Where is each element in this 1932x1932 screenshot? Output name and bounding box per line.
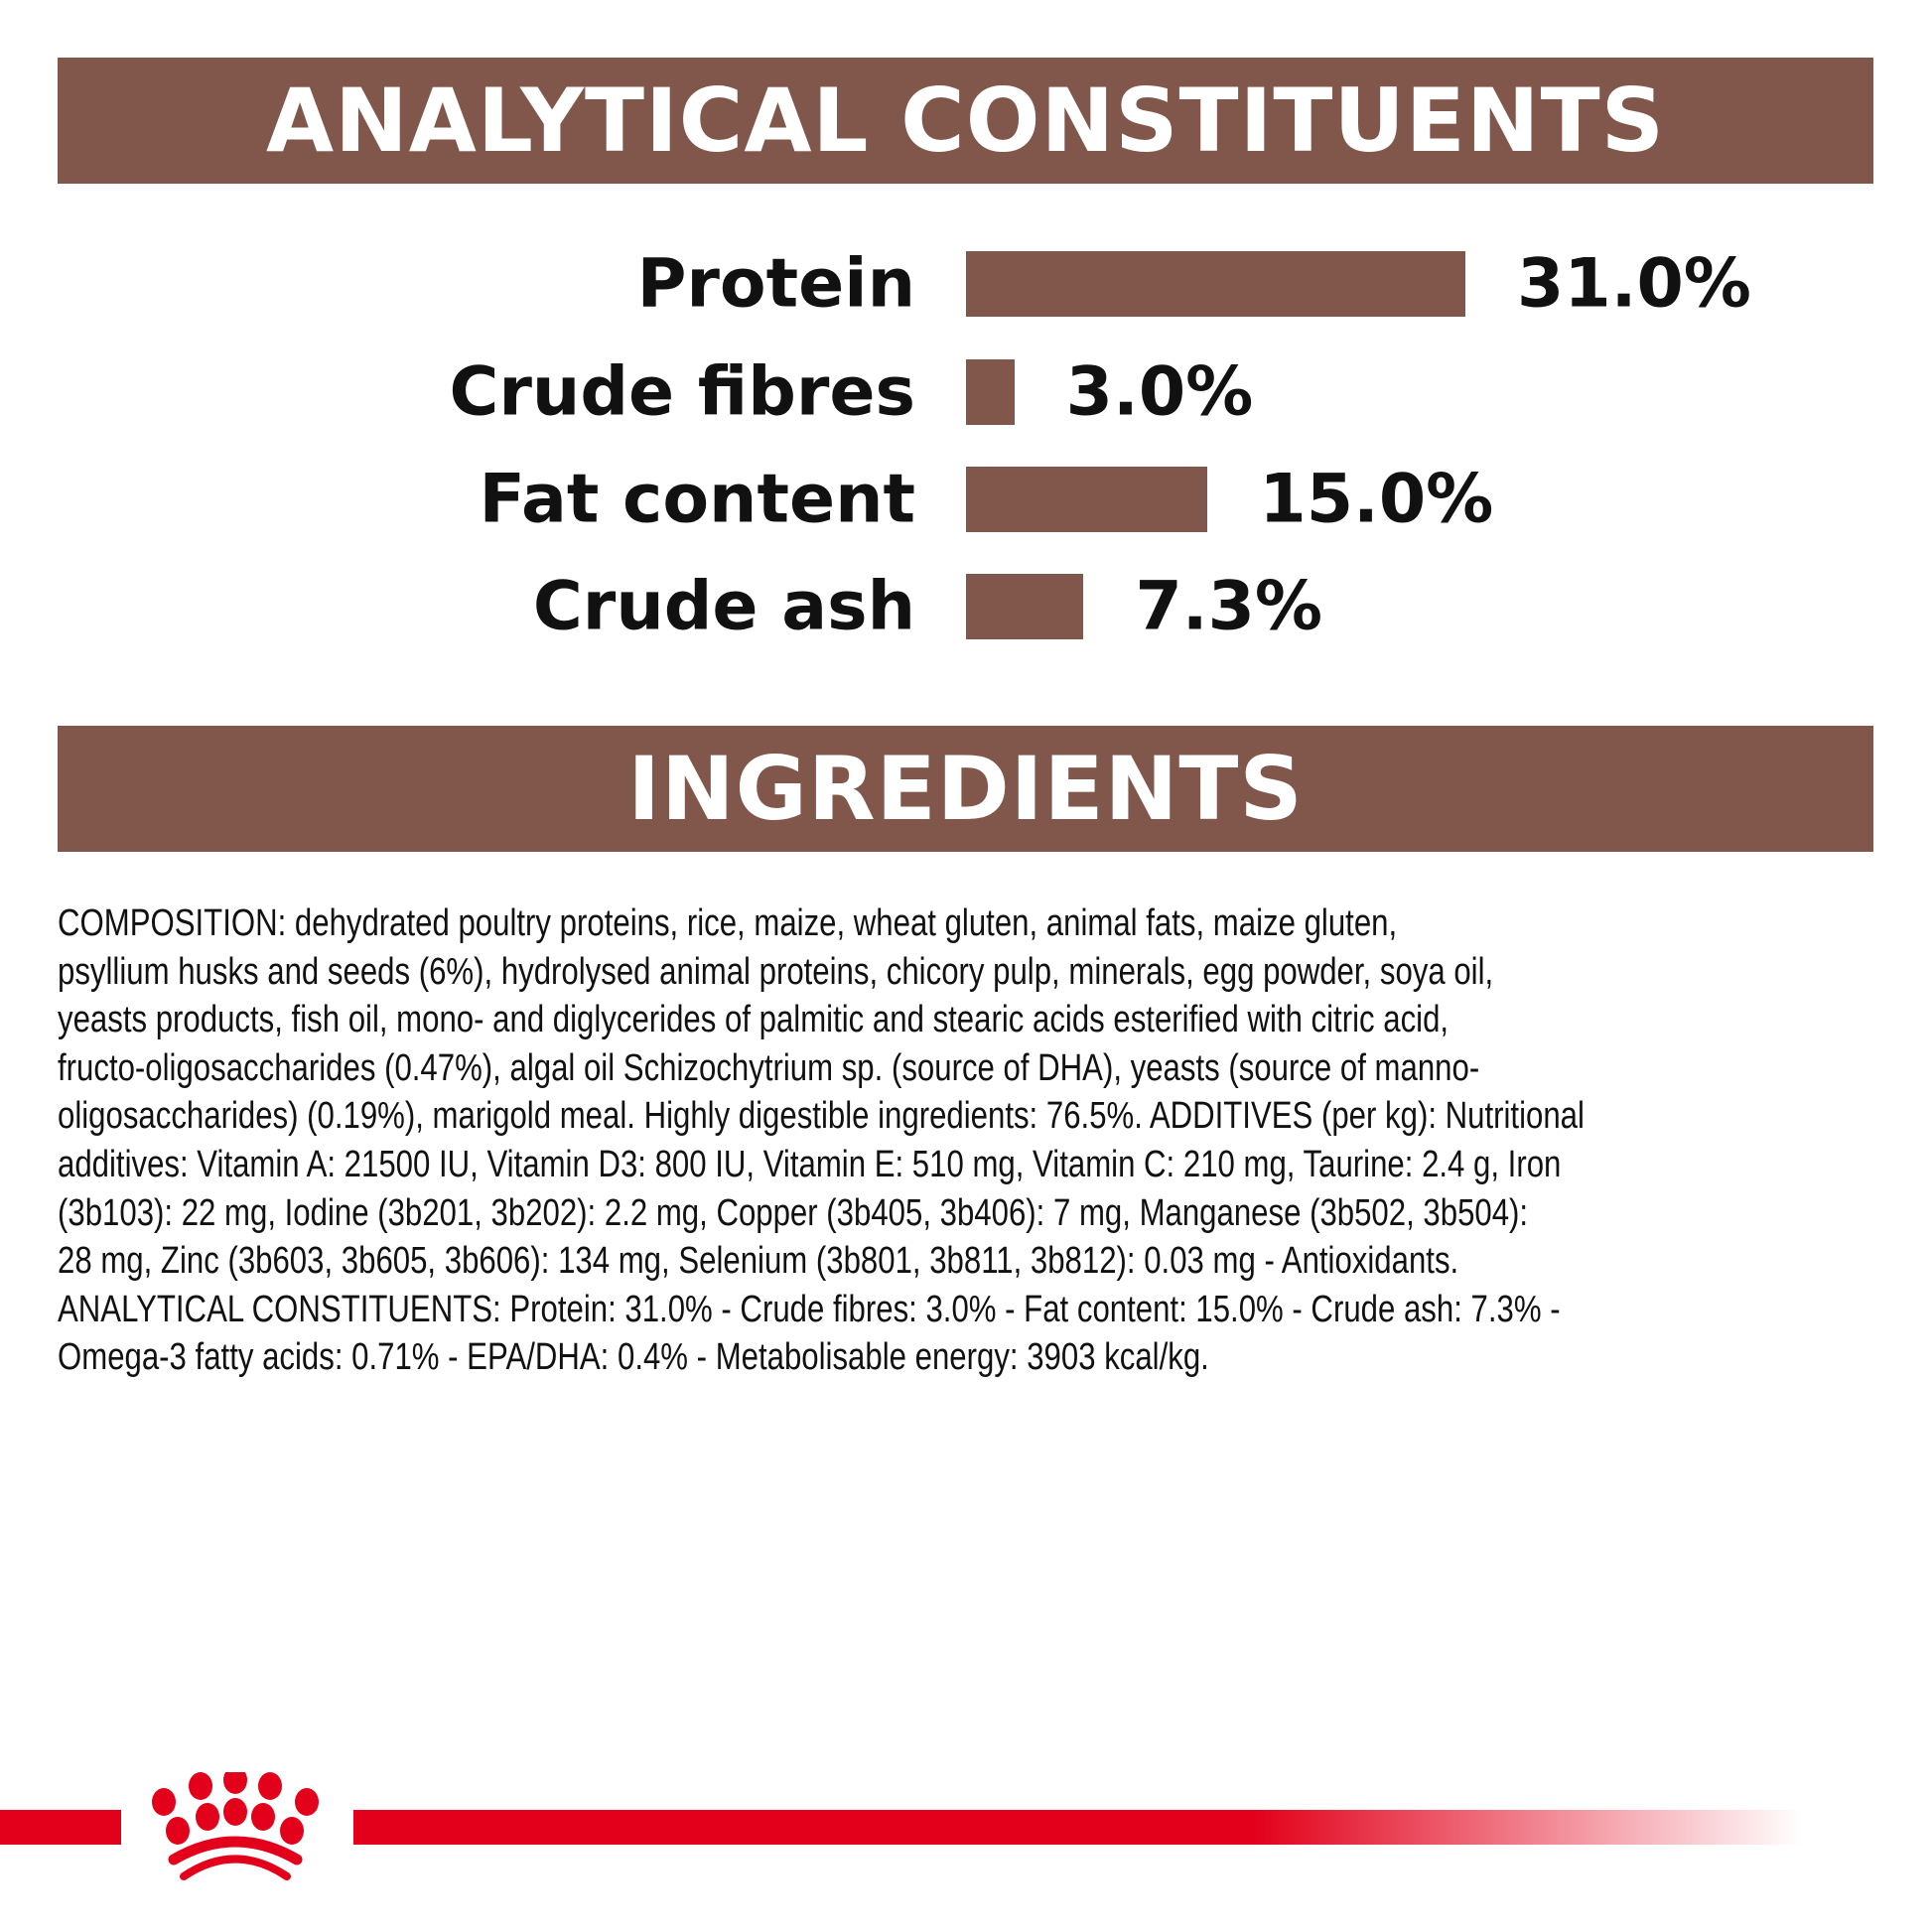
constituent-bar (966, 359, 1015, 425)
constituent-row: Fat content 15.0% (0, 461, 1932, 539)
ingredients-text: COMPOSITION: dehydrated poultry proteins… (58, 899, 1920, 1382)
ingredients-line: COMPOSITION: dehydrated poultry proteins… (58, 902, 1398, 944)
constituent-label: Fat content (479, 460, 915, 539)
ingredients-line: Omega-3 fatty acids: 0.71% - EPA/DHA: 0.… (58, 1336, 1209, 1379)
brand-stripe-right (353, 1810, 1803, 1845)
ingredients-line: yeasts products, fish oil, mono- and dig… (58, 999, 1449, 1041)
constituent-label: Crude ash (532, 567, 915, 646)
ingredients-line: 28 mg, Zinc (3b603, 3b605, 3b606): 134 m… (58, 1240, 1459, 1283)
constituent-value: 15.0% (1259, 460, 1494, 539)
ingredients-title: INGREDIENTS (627, 738, 1304, 840)
constituent-value: 31.0% (1517, 244, 1751, 324)
ingredients-line: ANALYTICAL CONSTITUENTS: Protein: 31.0% … (58, 1288, 1561, 1330)
constituent-row: Crude fibres 3.0% (0, 353, 1932, 432)
analytical-title: ANALYTICAL CONSTITUENTS (266, 69, 1665, 172)
constituent-label: Crude fibres (449, 352, 915, 432)
ingredients-line: additives: Vitamin A: 21500 IU, Vitamin … (58, 1143, 1562, 1185)
ingredients-line: psyllium husks and seeds (6%), hydrolyse… (58, 950, 1494, 993)
constituent-row: Protein 31.0% (0, 245, 1932, 324)
ingredients-line: (3b103): 22 mg, Iodine (3b201, 3b202): 2… (58, 1191, 1529, 1234)
constituent-bar (966, 574, 1084, 639)
constituent-row: Crude ash 7.3% (0, 568, 1932, 646)
ingredients-header: INGREDIENTS (58, 726, 1873, 852)
constituent-value: 3.0% (1065, 352, 1254, 432)
crown-logo-icon (152, 1772, 319, 1880)
constituent-bar (966, 251, 1465, 317)
constituent-bar (966, 467, 1208, 532)
brand-stripe-left (0, 1810, 121, 1845)
analytical-constituents-header: ANALYTICAL CONSTITUENTS (58, 58, 1873, 184)
constituent-value: 7.3% (1135, 567, 1323, 646)
constituent-label: Protein (636, 244, 915, 324)
ingredients-line: oligosaccharides) (0.19%), marigold meal… (58, 1095, 1585, 1138)
ingredients-line: fructo-oligosaccharides (0.47%), algal o… (58, 1046, 1480, 1089)
